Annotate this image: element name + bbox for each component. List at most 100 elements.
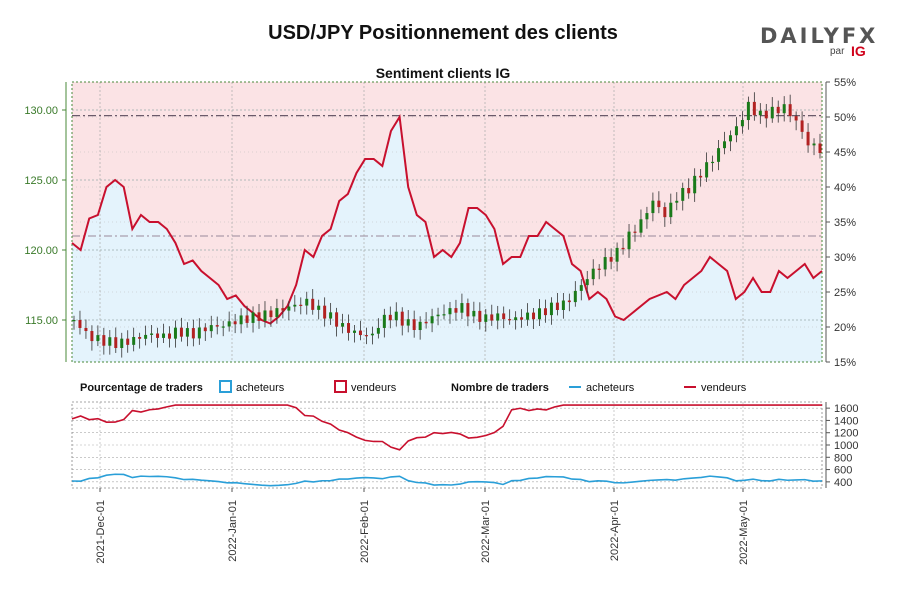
candle-body (699, 175, 703, 178)
candle-body (257, 312, 261, 321)
candle-body (555, 302, 559, 310)
candle-body (770, 106, 774, 119)
candle-body (526, 312, 530, 320)
candle-body (740, 120, 744, 127)
candle-body (532, 312, 536, 320)
candle-body (549, 302, 553, 316)
candle-body (508, 319, 512, 321)
candle-body (609, 257, 613, 262)
candle-body (209, 325, 213, 332)
y-tick-label-right: 35% (834, 217, 856, 229)
candle-body (418, 321, 422, 331)
candle-body (472, 310, 476, 317)
y-tick-label-right: 55% (834, 77, 856, 89)
candle-body (597, 268, 601, 270)
candle-body (90, 331, 94, 342)
y-tick-label-right: 15% (834, 357, 856, 369)
y-tick-label-left: 130.00 (24, 105, 58, 117)
legend-pct-heading: Pourcentage de traders (80, 382, 203, 394)
candle-body (305, 298, 309, 306)
y-tick-label-left: 125.00 (24, 175, 58, 187)
candle-body (358, 330, 362, 336)
y-tick-label-right: 25% (834, 287, 856, 299)
candle-body (490, 314, 494, 321)
candle-body (185, 328, 189, 337)
candle-body (299, 304, 303, 306)
sub-frame (71, 401, 823, 489)
candle-body (72, 320, 76, 322)
sellers-pct-line (71, 114, 823, 325)
candle-body (233, 321, 237, 325)
candle-body (794, 116, 798, 121)
candle-body (746, 101, 750, 121)
buyers-count-line (71, 473, 823, 487)
candle-body (561, 300, 565, 310)
candle-body (197, 327, 201, 339)
legend-count-heading: Nombre de traders (451, 382, 549, 394)
candle-body (818, 143, 822, 153)
y-tick-label-left: 120.00 (24, 245, 58, 257)
candle-body (657, 200, 661, 208)
main-plot: 115.00 120.00 125.00 130.00 15% 20% 25% 30% 35% 4… (24, 77, 856, 369)
candle-body (364, 335, 368, 337)
candle-body (502, 313, 506, 320)
candle-body (758, 110, 762, 116)
sellers-count-line (71, 404, 822, 451)
candle-body (496, 313, 500, 321)
y-tick-label-right: 20% (834, 322, 856, 334)
candle-body (675, 200, 679, 203)
logo-by: par (830, 46, 845, 57)
x-tick-label: 2022-Mar-01 (480, 500, 492, 563)
candle-body (179, 327, 183, 337)
candle-body (615, 247, 619, 262)
candle-body (263, 310, 267, 321)
candle-body (329, 312, 333, 319)
x-tick-label: 2022-Feb-01 (359, 500, 371, 563)
candle-body (84, 327, 88, 332)
logo-brand: IG (851, 43, 866, 59)
candle-body (388, 314, 392, 321)
candle-body (687, 187, 691, 194)
sub-y-tick-label: 400 (834, 477, 852, 489)
sub-y-tick-label: 800 (834, 452, 852, 464)
candle-body (108, 337, 112, 346)
candle-body (734, 126, 738, 136)
candle-body (251, 312, 255, 323)
candle-body (156, 333, 160, 338)
candle-body (347, 323, 351, 333)
y-tick-label-right: 50% (834, 112, 856, 124)
candle-body (663, 207, 667, 218)
candle-body (317, 305, 321, 310)
y-tick-label-left: 115.00 (25, 315, 58, 327)
candle-body (567, 300, 571, 303)
candle-body (669, 202, 673, 218)
candle-body (717, 148, 721, 162)
legend-sellers-label: vendeurs (351, 382, 397, 394)
candle-body (167, 333, 171, 339)
y-tick-label-right: 30% (834, 252, 856, 264)
candle-body (138, 337, 142, 339)
x-tick-label: 2022-May-01 (738, 500, 750, 565)
candle-body (460, 303, 464, 313)
sub-y-tick-label: 1000 (834, 440, 858, 452)
candle-body (442, 314, 446, 316)
candle-body (78, 320, 82, 328)
candle-body (102, 335, 106, 346)
candle-body (723, 141, 727, 149)
candle-body (806, 131, 810, 146)
candle-body (782, 104, 786, 114)
candle-body (651, 200, 655, 214)
candle-body (621, 247, 625, 250)
candle-body (126, 338, 130, 345)
candle-body (191, 328, 195, 339)
candle-body (603, 257, 607, 270)
candle-body (520, 317, 524, 320)
sub-y-tick-label: 1200 (834, 428, 858, 440)
candle-body (752, 101, 756, 116)
candle-body (538, 308, 542, 320)
dailyfx-logo: DAILYFX par IG (760, 24, 875, 64)
candle-body (776, 106, 780, 114)
candle-body (633, 231, 637, 233)
candle-body (424, 321, 428, 324)
